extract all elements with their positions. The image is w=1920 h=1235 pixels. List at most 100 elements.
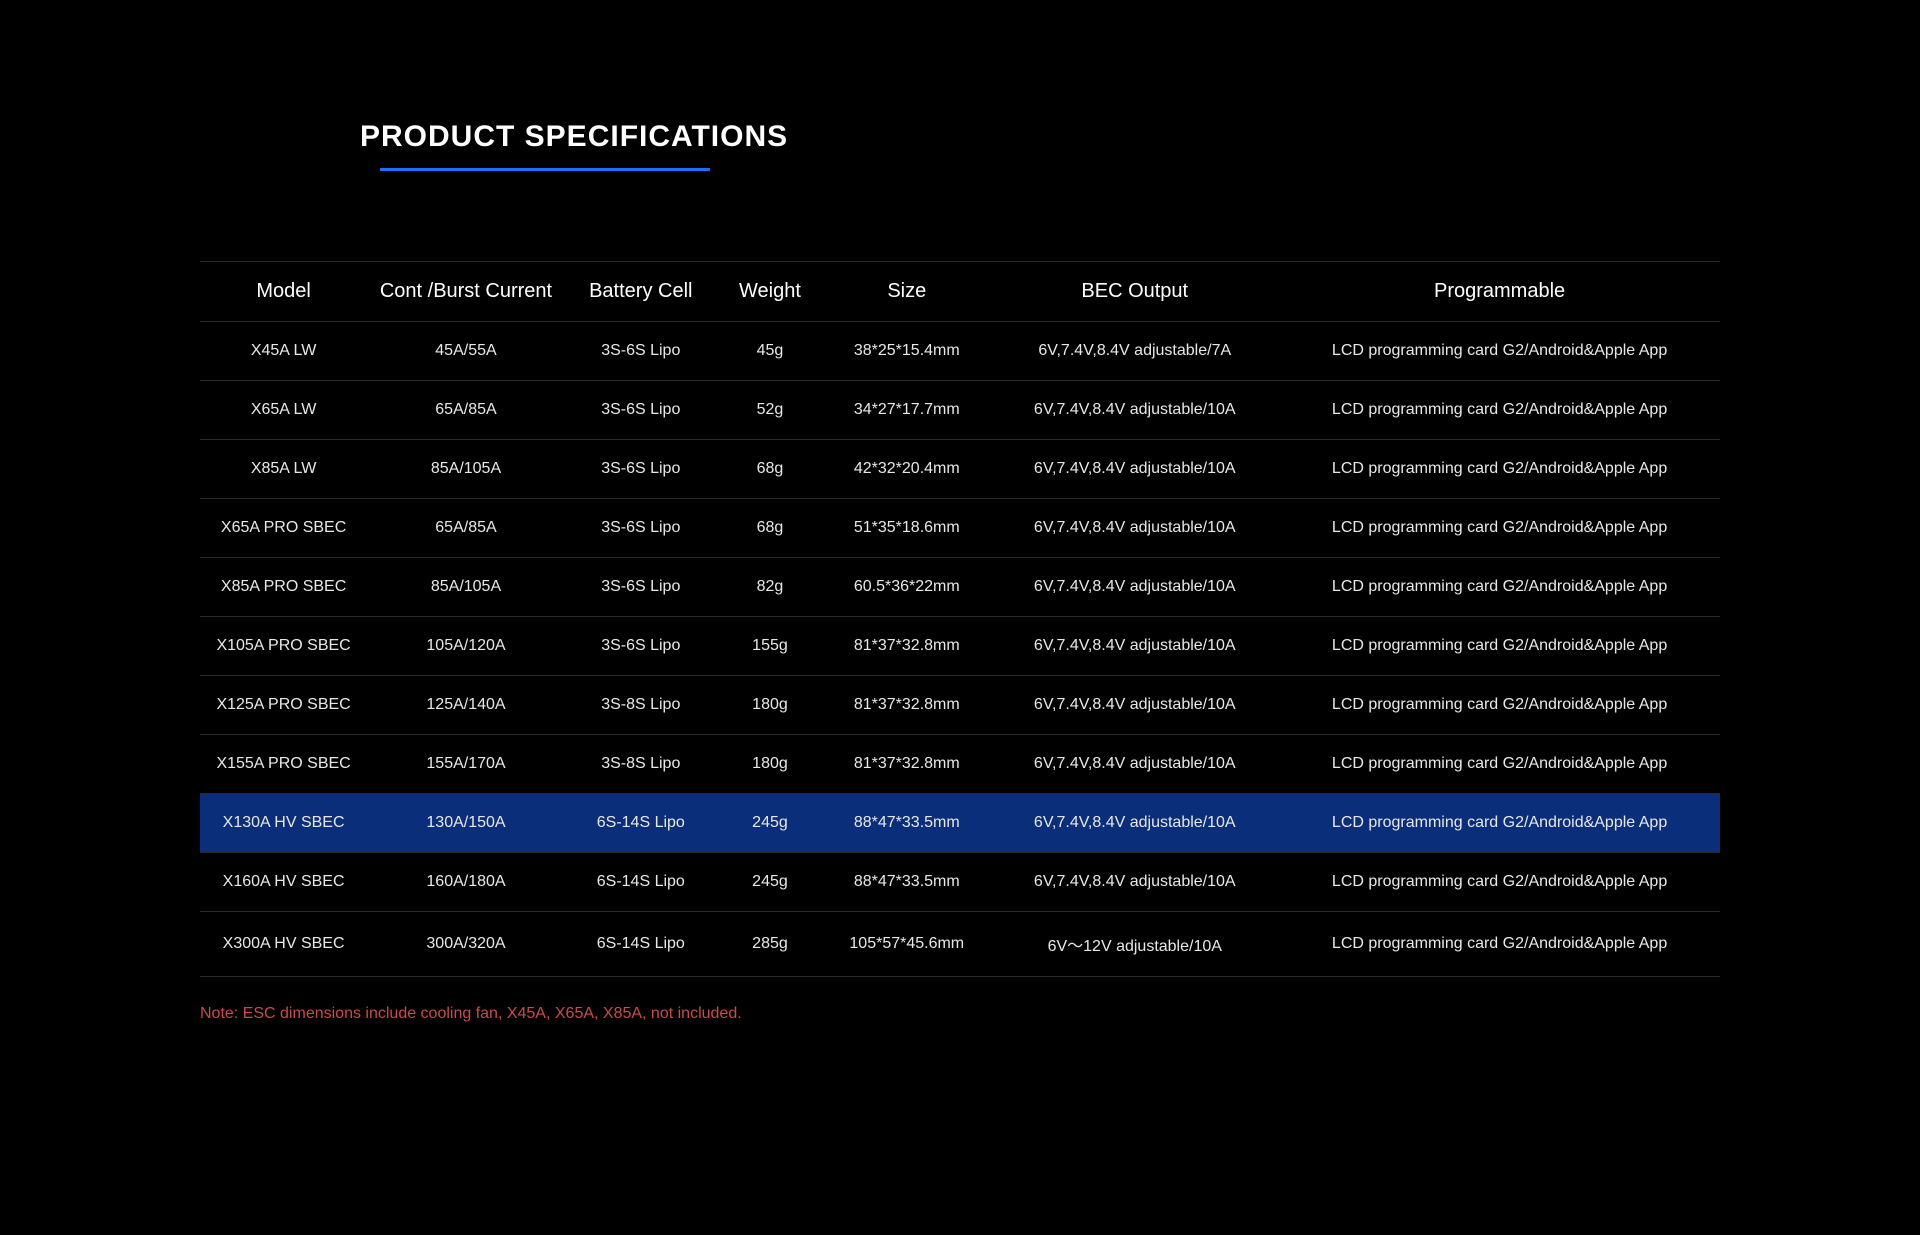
- table-row: X125A PRO SBEC125A/140A3S-8S Lipo180g81*…: [200, 676, 1720, 735]
- table-cell: X105A PRO SBEC: [200, 617, 367, 676]
- table-row: X65A LW65A/85A3S-6S Lipo52g34*27*17.7mm6…: [200, 381, 1720, 440]
- table-cell: 3S-8S Lipo: [565, 735, 717, 794]
- table-cell: 34*27*17.7mm: [823, 381, 990, 440]
- table-cell: 180g: [717, 735, 823, 794]
- table-cell: X155A PRO SBEC: [200, 735, 367, 794]
- table-cell: LCD programming card G2/Android&Apple Ap…: [1279, 912, 1720, 977]
- table-cell: X85A PRO SBEC: [200, 558, 367, 617]
- table-cell: LCD programming card G2/Android&Apple Ap…: [1279, 617, 1720, 676]
- table-cell: LCD programming card G2/Android&Apple Ap…: [1279, 558, 1720, 617]
- table-cell: 300A/320A: [367, 912, 565, 977]
- table-cell: 6V～12V adjustable/10A: [990, 912, 1279, 977]
- table-cell: 3S-6S Lipo: [565, 499, 717, 558]
- col-weight: Weight: [717, 262, 823, 322]
- table-cell: 68g: [717, 440, 823, 499]
- table-row: X105A PRO SBEC105A/120A3S-6S Lipo155g81*…: [200, 617, 1720, 676]
- table-cell: 45A/55A: [367, 322, 565, 381]
- table-cell: 68g: [717, 499, 823, 558]
- table-cell: 285g: [717, 912, 823, 977]
- table-cell: 3S-6S Lipo: [565, 440, 717, 499]
- table-cell: 65A/85A: [367, 381, 565, 440]
- col-prog: Programmable: [1279, 262, 1720, 322]
- table-cell: 6S-14S Lipo: [565, 912, 717, 977]
- table-cell: LCD programming card G2/Android&Apple Ap…: [1279, 381, 1720, 440]
- table-cell: 130A/150A: [367, 794, 565, 853]
- table-cell: 125A/140A: [367, 676, 565, 735]
- table-cell: X85A LW: [200, 440, 367, 499]
- col-size: Size: [823, 262, 990, 322]
- col-bec: BEC Output: [990, 262, 1279, 322]
- table-cell: 81*37*32.8mm: [823, 676, 990, 735]
- table-cell: 42*32*20.4mm: [823, 440, 990, 499]
- table-cell: 160A/180A: [367, 853, 565, 912]
- table-cell: X65A LW: [200, 381, 367, 440]
- table-cell: 81*37*32.8mm: [823, 735, 990, 794]
- table-row: X85A PRO SBEC85A/105A3S-6S Lipo82g60.5*3…: [200, 558, 1720, 617]
- table-cell: 105*57*45.6mm: [823, 912, 990, 977]
- table-cell: X300A HV SBEC: [200, 912, 367, 977]
- table-body: X45A LW45A/55A3S-6S Lipo45g38*25*15.4mm6…: [200, 322, 1720, 977]
- col-current: Cont /Burst Current: [367, 262, 565, 322]
- table-cell: LCD programming card G2/Android&Apple Ap…: [1279, 322, 1720, 381]
- table-cell: 6V,7.4V,8.4V adjustable/7A: [990, 322, 1279, 381]
- table-cell: 6S-14S Lipo: [565, 853, 717, 912]
- spec-table: Model Cont /Burst Current Battery Cell W…: [200, 261, 1720, 977]
- table-cell: 52g: [717, 381, 823, 440]
- table-cell: 6V,7.4V,8.4V adjustable/10A: [990, 617, 1279, 676]
- table-cell: 51*35*18.6mm: [823, 499, 990, 558]
- table-cell: 60.5*36*22mm: [823, 558, 990, 617]
- table-row: X160A HV SBEC160A/180A6S-14S Lipo245g88*…: [200, 853, 1720, 912]
- table-cell: 6V,7.4V,8.4V adjustable/10A: [990, 381, 1279, 440]
- table-cell: 6V,7.4V,8.4V adjustable/10A: [990, 794, 1279, 853]
- table-cell: LCD programming card G2/Android&Apple Ap…: [1279, 794, 1720, 853]
- table-cell: 6V,7.4V,8.4V adjustable/10A: [990, 440, 1279, 499]
- footnote: Note: ESC dimensions include cooling fan…: [200, 1005, 1720, 1023]
- col-model: Model: [200, 262, 367, 322]
- table-cell: 81*37*32.8mm: [823, 617, 990, 676]
- title-block: PRODUCT SPECIFICATIONS: [360, 120, 1720, 171]
- table-cell: 3S-6S Lipo: [565, 617, 717, 676]
- table-row: X65A PRO SBEC65A/85A3S-6S Lipo68g51*35*1…: [200, 499, 1720, 558]
- table-cell: X45A LW: [200, 322, 367, 381]
- table-cell: 88*47*33.5mm: [823, 853, 990, 912]
- table-cell: 82g: [717, 558, 823, 617]
- table-cell: X160A HV SBEC: [200, 853, 367, 912]
- table-cell: 3S-6S Lipo: [565, 381, 717, 440]
- table-cell: 6S-14S Lipo: [565, 794, 717, 853]
- table-cell: LCD programming card G2/Android&Apple Ap…: [1279, 676, 1720, 735]
- table-cell: 38*25*15.4mm: [823, 322, 990, 381]
- table-row: X45A LW45A/55A3S-6S Lipo45g38*25*15.4mm6…: [200, 322, 1720, 381]
- table-cell: 245g: [717, 794, 823, 853]
- table-cell: 65A/85A: [367, 499, 565, 558]
- table-cell: LCD programming card G2/Android&Apple Ap…: [1279, 853, 1720, 912]
- table-row: X300A HV SBEC300A/320A6S-14S Lipo285g105…: [200, 912, 1720, 977]
- table-cell: 245g: [717, 853, 823, 912]
- table-cell: X130A HV SBEC: [200, 794, 367, 853]
- table-cell: X65A PRO SBEC: [200, 499, 367, 558]
- table-cell: 85A/105A: [367, 558, 565, 617]
- table-cell: 180g: [717, 676, 823, 735]
- table-cell: LCD programming card G2/Android&Apple Ap…: [1279, 735, 1720, 794]
- table-cell: 155A/170A: [367, 735, 565, 794]
- table-row: X155A PRO SBEC155A/170A3S-8S Lipo180g81*…: [200, 735, 1720, 794]
- title-underline: [380, 168, 710, 171]
- table-cell: 3S-6S Lipo: [565, 322, 717, 381]
- table-row: X130A HV SBEC130A/150A6S-14S Lipo245g88*…: [200, 794, 1720, 853]
- table-cell: LCD programming card G2/Android&Apple Ap…: [1279, 499, 1720, 558]
- table-row: X85A LW85A/105A3S-6S Lipo68g42*32*20.4mm…: [200, 440, 1720, 499]
- table-cell: 6V,7.4V,8.4V adjustable/10A: [990, 499, 1279, 558]
- table-cell: 3S-6S Lipo: [565, 558, 717, 617]
- table-header: Model Cont /Burst Current Battery Cell W…: [200, 262, 1720, 322]
- table-cell: LCD programming card G2/Android&Apple Ap…: [1279, 440, 1720, 499]
- table-cell: 6V,7.4V,8.4V adjustable/10A: [990, 558, 1279, 617]
- col-battery: Battery Cell: [565, 262, 717, 322]
- table-cell: 88*47*33.5mm: [823, 794, 990, 853]
- table-cell: 6V,7.4V,8.4V adjustable/10A: [990, 735, 1279, 794]
- table-cell: 155g: [717, 617, 823, 676]
- table-cell: 45g: [717, 322, 823, 381]
- table-cell: 105A/120A: [367, 617, 565, 676]
- table-cell: 3S-8S Lipo: [565, 676, 717, 735]
- table-cell: 85A/105A: [367, 440, 565, 499]
- page-title: PRODUCT SPECIFICATIONS: [360, 120, 1720, 154]
- table-cell: 6V,7.4V,8.4V adjustable/10A: [990, 676, 1279, 735]
